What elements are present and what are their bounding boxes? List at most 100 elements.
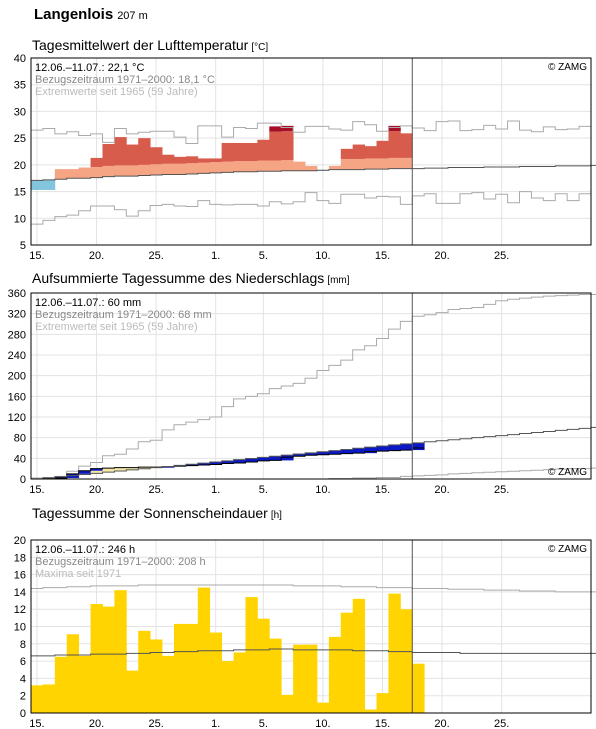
y-tick-label: 20: [14, 535, 26, 547]
y-tick-label: 4: [20, 673, 26, 685]
warm-bar: [126, 165, 139, 177]
hot-bar: [114, 137, 127, 166]
deficit-band: [305, 452, 318, 456]
y-tick-label: 8: [20, 639, 26, 651]
y-tick-label: 12: [14, 604, 26, 616]
sunshine-bar: [102, 606, 115, 713]
warm-bar: [78, 167, 91, 179]
sunshine-bar: [352, 598, 366, 713]
hot-bar: [150, 147, 163, 165]
sunshine-bar: [376, 693, 389, 713]
min-extreme-line: [31, 191, 591, 225]
hot-bar: [245, 142, 258, 162]
x-tick-label: 20.: [89, 718, 104, 729]
deficit-band: [376, 446, 389, 452]
sunshine-bar: [126, 670, 139, 713]
hot-bar: [376, 140, 389, 159]
sunshine-bar: [66, 634, 80, 713]
normal-line: [31, 164, 596, 181]
temperature-unit: [°C]: [251, 42, 269, 53]
warm-bar: [66, 169, 80, 179]
hot-bar: [340, 148, 354, 159]
y-tick-label: 40: [14, 453, 26, 465]
deficit-band: [185, 464, 199, 466]
y-tick-label: 120: [8, 412, 26, 424]
x-tick-label: 25.: [148, 250, 163, 262]
warm-bar: [102, 165, 115, 177]
x-tick-label: 15.: [375, 250, 390, 262]
y-tick-label: 40: [14, 53, 26, 65]
hot-bar: [162, 154, 175, 164]
warm-bar: [376, 158, 389, 170]
sunshine-bar: [90, 604, 103, 713]
cold-bar: [42, 179, 56, 190]
sunshine-bar: [221, 661, 234, 713]
deficit-band: [364, 447, 377, 452]
hot-bar: [185, 156, 199, 164]
precipitation-title-text: Aufsummierte Tagessumme des Niederschlag…: [32, 270, 325, 286]
x-tick-label: 25.: [494, 718, 509, 729]
x-tick-label: 1.: [211, 250, 220, 262]
x-tick-label: 10.: [315, 484, 330, 496]
precipitation-unit: [mm]: [327, 275, 350, 286]
warm-bar: [173, 163, 187, 175]
y-tick-label: 360: [8, 288, 26, 300]
y-tick-label: 200: [8, 371, 26, 383]
y-tick-label: 16: [14, 570, 26, 582]
sunshine-bar: [233, 652, 246, 713]
sunshine-bar: [269, 638, 282, 713]
info-text: Bezugszeitraum 1971–2000: 18,1 °C: [35, 74, 215, 86]
warm-bar: [162, 163, 175, 175]
y-tick-label: 160: [8, 391, 26, 403]
warm-bar: [233, 161, 246, 172]
deficit-band: [209, 461, 223, 465]
cold-bar: [31, 180, 44, 190]
hot-bar: [388, 131, 401, 158]
x-tick-label: 20.: [434, 718, 449, 729]
hot-bar: [221, 142, 234, 162]
record-bar: [388, 125, 401, 132]
warm-bar: [293, 161, 306, 171]
sunshine-bar: [328, 636, 342, 713]
y-tick-label: 20: [14, 160, 26, 172]
deficit-band: [293, 453, 306, 457]
deficit-band: [388, 444, 401, 451]
x-tick-label: 25.: [494, 250, 509, 262]
precip-day-bar: [412, 448, 425, 451]
max-extreme-line: [31, 294, 596, 479]
sunshine-bar: [78, 655, 91, 713]
info-text: Extremwerte seit 1965 (59 Jahre): [35, 321, 198, 333]
warm-bar: [150, 164, 163, 176]
x-tick-label: 1.: [211, 718, 220, 729]
sunshine-bar: [185, 623, 199, 713]
normal-line: [31, 426, 596, 480]
plot-frame: [30, 292, 592, 480]
sunshine-unit: [h]: [270, 510, 282, 521]
deficit-band: [233, 459, 246, 463]
warm-bar: [281, 160, 294, 171]
deficit-band: [328, 450, 342, 455]
sunshine-bar: [138, 630, 151, 713]
x-tick-label: 15.: [29, 250, 44, 262]
y-tick-label: 6: [20, 656, 26, 668]
temperature-title-text: Tagesmittelwert der Lufttemperatur: [32, 37, 249, 53]
sunshine-bar: [245, 597, 258, 713]
deficit-band: [221, 460, 234, 464]
hot-bar: [352, 144, 366, 159]
warm-bar: [364, 158, 377, 170]
surplus-band: [102, 468, 115, 473]
hot-bar: [364, 146, 377, 159]
hot-bar: [173, 156, 187, 164]
y-tick-label: 10: [14, 213, 26, 225]
y-tick-label: 18: [14, 552, 26, 564]
warm-bar: [352, 158, 366, 170]
x-tick-label: 15.: [29, 718, 44, 729]
y-tick-label: 280: [8, 329, 26, 341]
precip-day-bar: [90, 468, 103, 471]
station-altitude: 207 m: [117, 10, 148, 22]
deficit-band: [281, 455, 294, 458]
sunshine-bar: [293, 644, 306, 713]
hot-bar: [281, 131, 294, 161]
deficit-band: [245, 458, 258, 462]
